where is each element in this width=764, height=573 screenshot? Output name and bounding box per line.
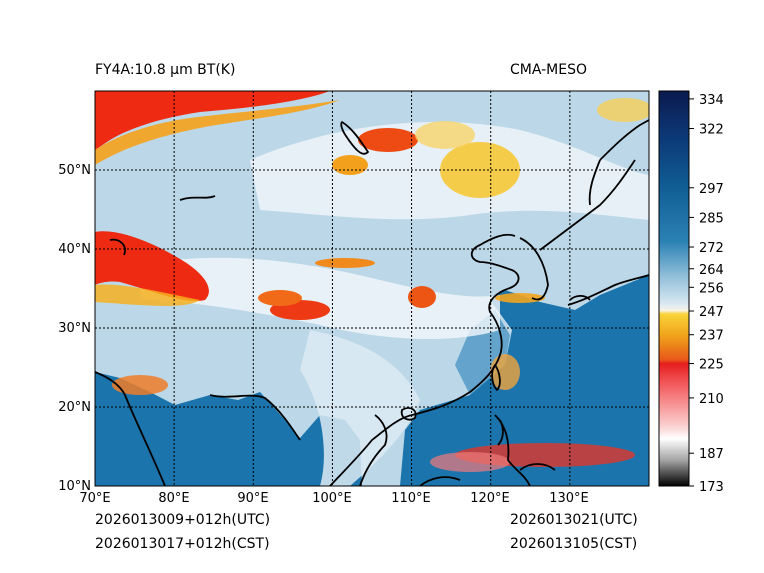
colorbar-label: 237 xyxy=(699,329,724,344)
east-sea-coastal xyxy=(455,310,510,395)
coastline-indochina xyxy=(359,414,388,486)
lon-label: 90°E xyxy=(237,491,268,506)
map-frame xyxy=(94,90,650,487)
colorbar-label: 285 xyxy=(699,211,724,226)
cold-cell-tibet-2 xyxy=(258,290,302,306)
lon-label: 100°E xyxy=(312,491,352,506)
coastline-india xyxy=(95,371,166,486)
init-time-cst: 2026013017+012h(CST) xyxy=(95,536,270,552)
lon-tick-labels: 70°E 80°E 90°E 100°E 110°E 120°E 130°E xyxy=(79,491,588,506)
cold-cell-manchuria xyxy=(358,128,418,152)
lon-label: 120°E xyxy=(470,491,510,506)
lat-label: 30°N xyxy=(58,321,91,336)
lon-label: 130°E xyxy=(549,491,589,506)
cold-cell-mongolia xyxy=(332,155,368,175)
cold-cell-yellow-sea xyxy=(495,293,545,303)
cold-top-northwest xyxy=(95,91,330,150)
colorbar-label: 334 xyxy=(699,93,724,108)
lake-balkhash xyxy=(179,195,216,201)
warm-cloud-siberia-2 xyxy=(415,121,475,149)
colorbar-label: 225 xyxy=(699,358,724,373)
colorbar-label: 322 xyxy=(699,123,724,138)
cloud-band-south xyxy=(300,330,420,486)
map-field xyxy=(95,91,649,486)
caspian-ish-coast xyxy=(109,238,126,256)
coastlines xyxy=(95,119,649,486)
pacific-ocean xyxy=(400,275,649,486)
coastline-indonesia xyxy=(419,476,461,486)
lon-label: 70°E xyxy=(79,491,110,506)
coastline-japan xyxy=(567,274,649,306)
lat-tick-labels: 10°N 20°N 30°N 40°N 50°N xyxy=(58,163,91,494)
coastline-hainan xyxy=(400,407,417,421)
coastline-russia-far-east xyxy=(539,159,636,251)
cloud-band-central xyxy=(140,257,500,340)
cold-top-northwest-edge xyxy=(95,100,340,165)
colorbar-label: 256 xyxy=(699,281,724,296)
indian-ocean xyxy=(95,372,362,486)
coastline-okhotsk xyxy=(599,119,649,161)
lat-label: 40°N xyxy=(58,242,91,257)
lat-label: 10°N xyxy=(58,479,91,494)
lake-baikal xyxy=(340,121,369,155)
coastline-borneo xyxy=(519,463,556,471)
cold-cell-north xyxy=(315,258,375,268)
coastline-japan-kyushu xyxy=(569,294,591,301)
cold-cell-philippines-2 xyxy=(430,452,510,472)
coastline-sakhalin xyxy=(588,159,601,206)
colorbar-label: 297 xyxy=(699,182,724,197)
colorbar-label: 264 xyxy=(699,263,724,278)
map-title: FY4A:10.8 µm BT(K) xyxy=(95,62,236,78)
cold-cell-bay-bengal xyxy=(112,375,168,395)
init-time-utc: 2026013009+012h(UTC) xyxy=(95,512,271,528)
lat-label: 20°N xyxy=(58,400,91,415)
colorbar-label: 247 xyxy=(699,305,724,320)
colorbar-label: 187 xyxy=(699,447,724,462)
colorbar-label: 210 xyxy=(699,392,724,407)
model-name: CMA-MESO xyxy=(510,62,588,78)
cold-cell-sichuan xyxy=(408,286,436,308)
colorbar xyxy=(658,90,690,487)
valid-time-cst: 2026013105(CST) xyxy=(510,536,638,552)
coastline-china-east xyxy=(329,233,520,486)
lat-label: 50°N xyxy=(58,163,91,178)
colorbar-label: 272 xyxy=(699,241,724,256)
colorbar-label: 173 xyxy=(699,480,724,495)
coastline-taiwan xyxy=(491,364,501,391)
warm-cloud-northeast xyxy=(597,98,649,122)
valid-time-utc: 2026013021(UTC) xyxy=(510,512,638,528)
coastline-luzon xyxy=(497,419,504,446)
coastline-korea xyxy=(519,237,549,301)
colorbar-ticks xyxy=(689,98,694,487)
lon-label: 110°E xyxy=(391,491,431,506)
lon-label: 80°E xyxy=(158,491,189,506)
colorbar-labels: 334 322 297 285 272 264 256 247 237 225 … xyxy=(699,93,724,495)
coastline-bay-bengal xyxy=(209,394,301,441)
